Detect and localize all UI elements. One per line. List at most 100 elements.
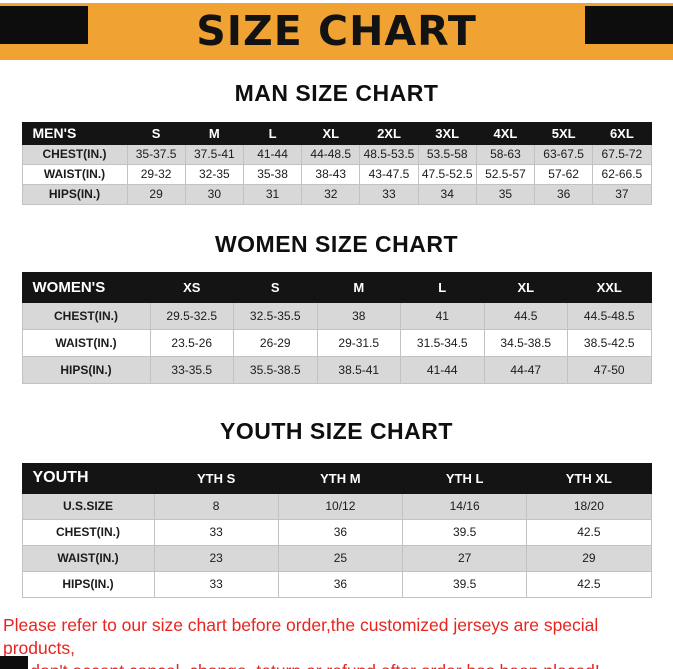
bottom-left-black-block (0, 656, 28, 669)
youth-size-section: YOUTH SIZE CHART YOUTH YTH S YTH M YTH L YTH… (0, 418, 673, 598)
size-value-cell: 38-43 (301, 163, 361, 185)
size-value-cell: 42.5 (526, 570, 652, 598)
size-column-header: YTH S (153, 462, 279, 494)
size-value-cell: 41 (400, 302, 485, 331)
size-value-cell: 31 (242, 183, 303, 205)
footer-note: Please refer to our size chart before or… (0, 614, 673, 669)
row-label: WAIST(IN.) (21, 544, 155, 572)
measurement-row: WAIST(IN.) 29-32 32-35 35-38 38-43 43-47.5 47.… (21, 163, 652, 185)
row-label: HIPS(IN.) (21, 356, 151, 385)
size-value-cell: 47-50 (567, 356, 652, 385)
measurement-row: HIPS(IN.) 29 30 31 32 33 34 35 36 37 (21, 183, 652, 205)
size-value-cell: 41-44 (400, 356, 485, 385)
size-column-header: XL (301, 121, 361, 145)
table-header-row: MEN'S S M L XL 2XL 3XL 4XL 5XL 6XL (21, 121, 652, 145)
size-value-cell: 57-62 (534, 163, 594, 185)
size-value-cell: 47.5-52.5 (417, 163, 477, 185)
size-value-cell: 23.5-26 (149, 329, 234, 358)
size-column-header: 2XL (359, 121, 419, 145)
size-column-header: XL (483, 272, 568, 304)
row-label: CHEST(IN.) (21, 518, 155, 546)
women-size-section: WOMEN SIZE CHART WOMEN'S XS S M L XL XXL CHEST(… (0, 231, 673, 385)
size-column-header: 6XL (592, 121, 652, 145)
size-value-cell: 14/16 (401, 492, 528, 520)
measurement-row: HIPS(IN.) 33-35.5 35.5-38.5 38.5-41 41-44 44-… (21, 356, 652, 385)
size-value-cell: 67.5-72 (592, 143, 652, 165)
size-value-cell: 33 (153, 570, 279, 598)
row-label: CHEST(IN.) (21, 143, 128, 165)
size-column-header: XS (149, 272, 234, 304)
size-value-cell: 44.5 (483, 302, 568, 331)
size-value-cell: 36 (277, 518, 404, 546)
size-value-cell: 33-35.5 (149, 356, 234, 385)
size-value-cell: 39.5 (401, 518, 528, 546)
size-column-header: YTH L (401, 462, 528, 494)
women-section-heading: WOMEN SIZE CHART (214, 230, 459, 257)
size-value-cell: 35.5-38.5 (233, 356, 318, 385)
size-column-header: L (242, 121, 303, 145)
size-column-header: M (184, 121, 244, 145)
size-value-cell: 23 (153, 544, 279, 572)
size-value-cell: 29.5-32.5 (149, 302, 234, 331)
size-column-header: 3XL (417, 121, 477, 145)
size-value-cell: 38.5-41 (316, 356, 401, 385)
top-right-black-bar (585, 6, 673, 44)
measurement-row: CHEST(IN.) 29.5-32.5 32.5-35.5 38 41 44.5 44.5… (21, 302, 652, 331)
size-value-cell: 32-35 (184, 163, 244, 185)
measurement-row: U.S.SIZE 8 10/12 14/16 18/20 (21, 492, 652, 520)
size-value-cell: 34.5-38.5 (483, 329, 568, 358)
page-title: SIZE CHART (196, 7, 477, 55)
size-column-header: 5XL (534, 121, 594, 145)
size-value-cell: 33 (359, 183, 419, 205)
banner: SIZE CHART (0, 3, 673, 60)
size-value-cell: 36 (277, 570, 404, 598)
size-value-cell: 26-29 (233, 329, 318, 358)
size-column-header: S (233, 272, 318, 304)
footer-line-2: we don't accept cancel, change, teturn o… (3, 660, 673, 669)
men-size-section: MAN SIZE CHART MEN'S S M L XL 2XL 3XL 4XL 5XL 6XL… (0, 80, 673, 205)
row-label: U.S.SIZE (21, 492, 155, 520)
measurement-row: CHEST(IN.) 33 36 39.5 42.5 (21, 518, 652, 546)
size-value-cell: 33 (153, 518, 279, 546)
size-value-cell: 39.5 (401, 570, 528, 598)
size-value-cell: 27 (401, 544, 528, 572)
size-value-cell: 44-48.5 (301, 143, 361, 165)
row-label: WAIST(IN.) (21, 163, 128, 185)
size-value-cell: 10/12 (277, 492, 404, 520)
row-label: WAIST(IN.) (21, 329, 151, 358)
size-value-cell: 30 (184, 183, 244, 205)
measurement-row: CHEST(IN.) 35-37.5 37.5-41 41-44 44-48.5 48.5… (21, 143, 652, 165)
size-value-cell: 38.5-42.5 (567, 329, 652, 358)
top-left-black-bar (0, 6, 88, 44)
men-section-heading: MAN SIZE CHART (234, 80, 439, 106)
size-value-cell: 35-38 (242, 163, 303, 185)
size-value-cell: 63-67.5 (534, 143, 594, 165)
measurement-row: WAIST(IN.) 23 25 27 29 (21, 544, 652, 572)
table-header-row: WOMEN'S XS S M L XL XXL (21, 272, 652, 304)
size-value-cell: 29 (126, 183, 186, 205)
size-column-header: S (126, 121, 186, 145)
row-label: HIPS(IN.) (21, 570, 155, 598)
footer-line-1: Please refer to our size chart before or… (3, 614, 599, 658)
youth-section-heading: YOUTH SIZE CHART (220, 418, 453, 445)
size-value-cell: 38 (316, 302, 401, 331)
table-header-row: YOUTH YTH S YTH M YTH L YTH XL (21, 462, 652, 494)
size-value-cell: 34 (417, 183, 477, 205)
size-value-cell: 41-44 (242, 143, 303, 165)
row-label: HIPS(IN.) (21, 183, 128, 205)
size-column-header: XXL (567, 272, 652, 304)
size-column-header: YTH M (277, 462, 404, 494)
size-value-cell: 37.5-41 (184, 143, 244, 165)
table-title-cell: MEN'S (21, 121, 128, 145)
size-column-header: 4XL (475, 121, 536, 145)
size-value-cell: 43-47.5 (359, 163, 419, 185)
measurement-row: WAIST(IN.) 23.5-26 26-29 29-31.5 31.5-34.5 34… (21, 329, 652, 358)
size-value-cell: 8 (153, 492, 279, 520)
size-value-cell: 29 (526, 544, 652, 572)
table-title-cell: YOUTH (21, 462, 155, 494)
size-column-header: YTH XL (526, 462, 652, 494)
row-label: CHEST(IN.) (21, 302, 151, 331)
size-value-cell: 18/20 (526, 492, 652, 520)
size-column-header: M (316, 272, 401, 304)
